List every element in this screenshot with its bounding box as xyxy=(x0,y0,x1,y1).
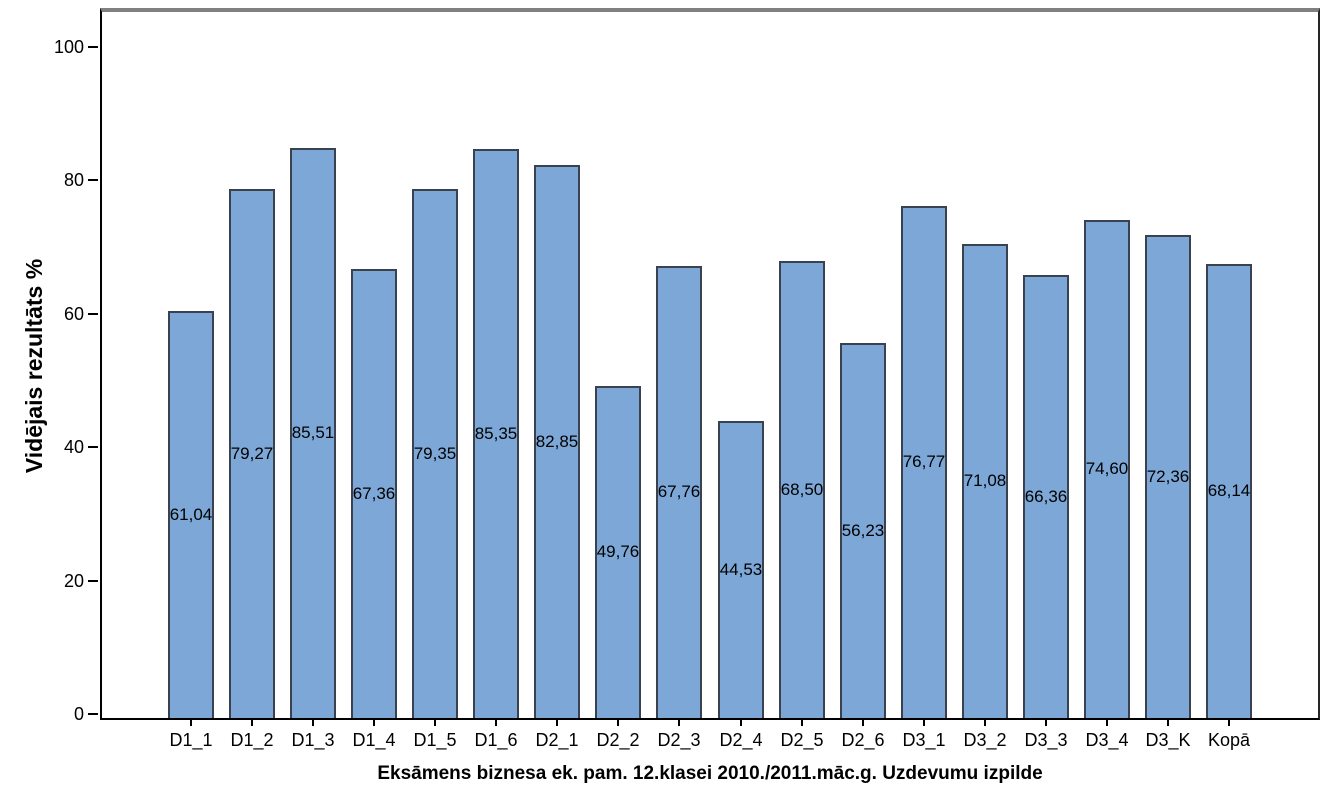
x-tick-D3_3 xyxy=(1045,720,1047,726)
x-tick-D2_6 xyxy=(862,720,864,726)
x-tick-D2_5 xyxy=(801,720,803,726)
x-category-label-D2_4: D2_4 xyxy=(719,730,763,750)
bar-D3_1 xyxy=(901,206,947,718)
x-tick-D2_4 xyxy=(740,720,742,726)
x-tick-D1_1 xyxy=(190,720,192,726)
bar-value-label-D3_2: 71,08 xyxy=(963,471,1007,490)
plot-area: 61,04 79,27 85,51 67,36 79,35 85,35 82,85 49,76… xyxy=(100,8,1320,720)
y-tick-100 xyxy=(88,46,98,48)
x-tick-D2_1 xyxy=(556,720,558,726)
x-tick-D1_2 xyxy=(251,720,253,726)
x-tick-D1_6 xyxy=(495,720,497,726)
bar-D3_3 xyxy=(1023,275,1069,718)
bar-D3_K xyxy=(1145,235,1191,718)
bar-D3_2 xyxy=(962,244,1008,718)
bar-value-label-D1_2: 79,27 xyxy=(230,443,274,463)
y-tick-label-0: 0 xyxy=(73,704,84,724)
bar-D2_4 xyxy=(718,421,764,718)
bar-D1_6 xyxy=(473,149,519,718)
bar-value-label-D2_4: 44,53 xyxy=(719,559,763,579)
x-category-label-D3_K: D3_K xyxy=(1145,730,1191,750)
bar-value-label-D1_4: 67,36 xyxy=(352,483,396,503)
x-tick-D1_5 xyxy=(434,720,436,726)
x-category-label-D3_1: D3_1 xyxy=(902,730,946,750)
x-tick-Kopā xyxy=(1228,720,1230,726)
y-tick-label-60: 60 xyxy=(63,304,84,324)
x-category-label-D3_4: D3_4 xyxy=(1085,730,1129,750)
bar-value-label-D3_3: 66,36 xyxy=(1024,486,1068,506)
bar-D1_1 xyxy=(168,311,214,718)
x-category-label-D1_1: D1_1 xyxy=(169,730,213,750)
bar-D2_2 xyxy=(595,386,641,718)
x-category-label-D1_2: D1_2 xyxy=(230,730,274,750)
bar-value-label-D2_1: 82,85 xyxy=(535,431,579,451)
x-category-label-D1_6: D1_6 xyxy=(474,730,518,750)
bar-D2_6 xyxy=(840,343,886,718)
x-category-label-D2_6: D2_6 xyxy=(841,730,885,750)
y-tick-60 xyxy=(88,313,98,315)
bar-value-label-D2_3: 67,76 xyxy=(657,482,701,501)
x-tick-D3_2 xyxy=(984,720,986,726)
x-tick-D3_K xyxy=(1167,720,1169,726)
x-category-label-D2_5: D2_5 xyxy=(780,730,824,750)
x-category-label-D2_2: D2_2 xyxy=(596,730,640,750)
bar-value-label-D3_1: 76,77 xyxy=(902,452,946,471)
x-tick-D1_3 xyxy=(312,720,314,726)
x-category-label-Kopā: Kopā xyxy=(1207,730,1251,750)
bar-D1_2 xyxy=(229,189,275,718)
bar-D2_5 xyxy=(779,261,825,718)
x-category-label-D3_2: D3_2 xyxy=(963,730,1007,750)
bar-D1_4 xyxy=(351,269,397,718)
x-category-label-D1_3: D1_3 xyxy=(291,730,335,750)
y-tick-40 xyxy=(88,446,98,448)
bar-value-label-D1_1: 61,04 xyxy=(169,504,213,524)
y-tick-20 xyxy=(88,580,98,582)
x-tick-D1_4 xyxy=(373,720,375,726)
bar-value-label-Kopā: 68,14 xyxy=(1207,481,1251,500)
bar-value-label-D1_6: 85,35 xyxy=(474,423,518,443)
x-category-label-D3_3: D3_3 xyxy=(1024,730,1068,750)
y-tick-80 xyxy=(88,179,98,181)
bar-D2_1 xyxy=(534,165,580,718)
x-category-label-D2_1: D2_1 xyxy=(535,730,579,750)
y-tick-label-100: 100 xyxy=(53,37,84,57)
bar-value-label-D1_5: 79,35 xyxy=(413,443,457,463)
bar-D3_4 xyxy=(1084,220,1130,718)
x-tick-D3_4 xyxy=(1106,720,1108,726)
x-tick-D2_3 xyxy=(678,720,680,726)
bar-value-label-D3_4: 74,60 xyxy=(1085,459,1129,478)
bar-value-label-D3_K: 72,36 xyxy=(1146,466,1190,486)
x-tick-D2_2 xyxy=(617,720,619,726)
y-tick-0 xyxy=(88,713,98,715)
x-axis-title: Eksāmens biznesa ek. pam. 12.klasei 2010… xyxy=(377,763,1043,784)
x-category-label-D1_5: D1_5 xyxy=(413,730,457,750)
bar-value-label-D1_3: 85,51 xyxy=(291,423,335,442)
x-tick-D3_1 xyxy=(923,720,925,726)
bar-D1_3 xyxy=(290,148,336,718)
y-tick-label-40: 40 xyxy=(63,437,84,457)
bar-D1_5 xyxy=(412,189,458,718)
bar-Kopā xyxy=(1206,264,1252,718)
y-axis-title: Vidējais rezultāts % xyxy=(21,258,47,474)
bar-D2_3 xyxy=(656,266,702,718)
x-category-label-D1_4: D1_4 xyxy=(352,730,396,750)
x-category-label-D2_3: D2_3 xyxy=(657,730,701,750)
bar-value-label-D2_5: 68,50 xyxy=(780,479,824,499)
bar-value-label-D2_2: 49,76 xyxy=(596,542,640,561)
y-tick-label-80: 80 xyxy=(63,170,84,190)
bar-value-label-D2_6: 56,23 xyxy=(841,520,885,540)
y-tick-label-20: 20 xyxy=(63,571,84,591)
